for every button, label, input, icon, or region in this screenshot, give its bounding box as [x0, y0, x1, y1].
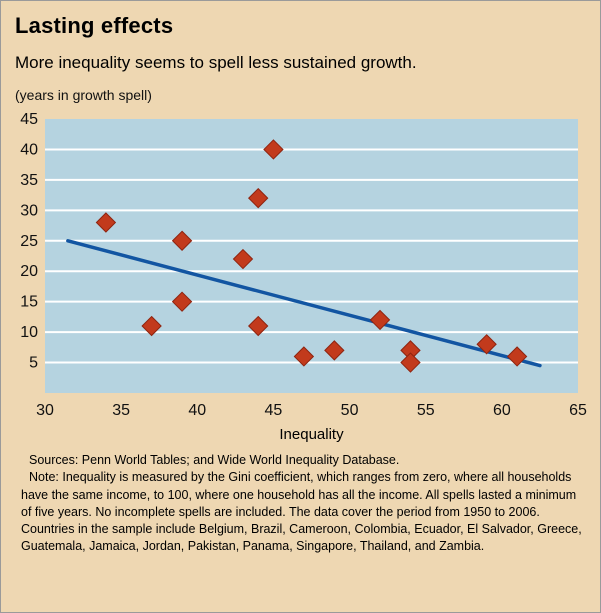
x-axis-title: Inequality: [279, 426, 344, 443]
data-point: [247, 315, 269, 337]
y-tick-label: 10: [20, 324, 38, 341]
y-tick-label: 25: [20, 233, 38, 250]
data-point: [232, 248, 254, 270]
data-point: [95, 212, 117, 233]
y-tick-label: 5: [29, 355, 38, 372]
x-tick-label: 65: [569, 402, 587, 419]
data-point: [141, 315, 162, 337]
note-text: Note: Inequality is measured by the Gini…: [21, 470, 582, 554]
chart-subtitle: More inequality seems to spell less sust…: [15, 53, 417, 72]
x-tick-label: 55: [417, 402, 435, 419]
data-point: [293, 346, 315, 367]
x-tick-label: 40: [188, 402, 206, 419]
y-axis-units-label: (years in growth spell): [15, 87, 152, 103]
x-tick-label: 60: [493, 402, 511, 419]
x-tick-label: 45: [265, 402, 283, 419]
data-point: [369, 309, 391, 331]
y-tick-label: 30: [20, 202, 38, 219]
y-tick-label: 20: [20, 263, 38, 280]
data-point: [476, 334, 497, 355]
page-title: Lasting effects: [15, 13, 174, 38]
scatter-plot-svg: 5 10 15 20 25 30 35 40 45 30 35 40 45 50 55 60 65 Inequal…: [20, 111, 587, 443]
trend-line: [66, 239, 542, 368]
data-point: [171, 291, 193, 312]
sources-text: Sources: Penn World Tables; and Wide Wor…: [29, 453, 400, 467]
data-point: [247, 187, 269, 209]
data-point: [400, 352, 421, 373]
x-tick-label: 30: [36, 402, 54, 419]
x-tick-label: 50: [341, 402, 359, 419]
data-point: [263, 139, 284, 160]
x-tick-label: 35: [112, 402, 130, 419]
y-tick-label: 40: [20, 141, 38, 158]
data-point: [506, 346, 528, 367]
y-tick-label: 15: [20, 294, 38, 311]
scatter-chart: 5 10 15 20 25 30 35 40 45 30 35 40 45 50 55 60 65 Inequal…: [13, 111, 588, 448]
data-point: [171, 230, 193, 251]
chart-footnotes: Sources: Penn World Tables; and Wide Wor…: [13, 452, 588, 556]
y-tick-label: 45: [20, 111, 38, 128]
data-point: [324, 340, 345, 361]
y-tick-label: 35: [20, 172, 38, 189]
